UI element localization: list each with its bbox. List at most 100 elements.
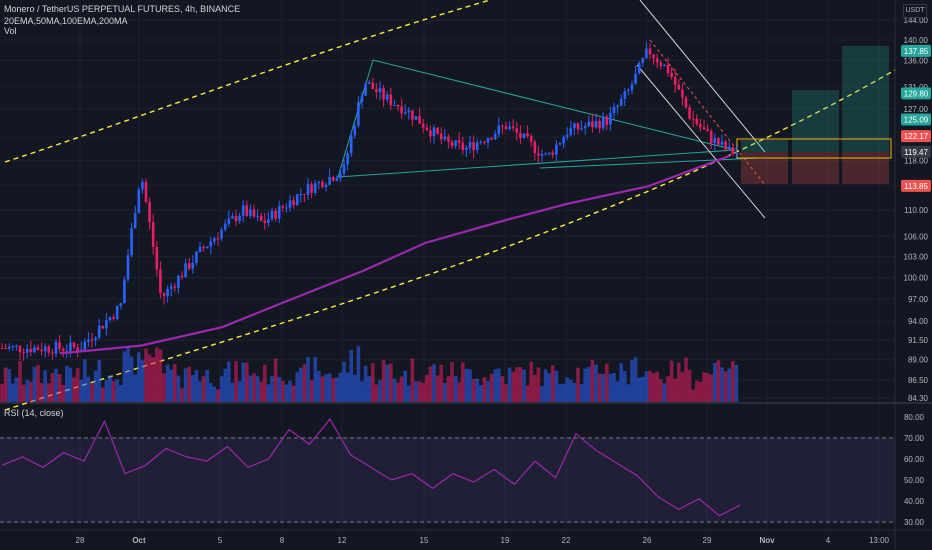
volume-bar bbox=[540, 385, 544, 402]
volume-bar bbox=[299, 367, 303, 402]
volume-bar bbox=[720, 367, 724, 402]
rsi-band bbox=[0, 438, 895, 522]
candle-body bbox=[360, 95, 364, 103]
candle-body bbox=[259, 215, 263, 221]
candle-body bbox=[216, 238, 220, 240]
price-label-2: 125.09 bbox=[904, 115, 929, 124]
volume-bar bbox=[417, 381, 422, 402]
volume-bar bbox=[698, 381, 703, 402]
volume-bar bbox=[306, 356, 310, 402]
volume-bar bbox=[684, 357, 688, 402]
volume-bar bbox=[147, 354, 152, 402]
price-label-bg-2 bbox=[901, 113, 931, 126]
volume-bar bbox=[702, 372, 706, 402]
candle-body bbox=[717, 138, 720, 145]
candle-body bbox=[7, 346, 11, 349]
candle-body bbox=[709, 131, 713, 144]
volume-bar bbox=[360, 381, 364, 402]
volume-bar bbox=[18, 360, 22, 402]
volume-bar bbox=[97, 359, 101, 402]
candle-body bbox=[418, 116, 421, 124]
candle-body bbox=[612, 106, 616, 113]
volume-bar bbox=[32, 366, 37, 402]
price-tick-14: 91.50 bbox=[908, 336, 929, 345]
candle-body bbox=[101, 325, 105, 329]
rsi-line bbox=[1, 418, 741, 517]
volume-bar bbox=[385, 364, 389, 402]
volume-bar bbox=[705, 372, 710, 402]
volume-bar bbox=[655, 371, 659, 402]
time-axis[interactable]: 28 Oct 5 8 12 15 19 22 26 29 Nov 4 13:00 bbox=[76, 536, 890, 545]
candle-body bbox=[18, 345, 22, 353]
candle-body bbox=[123, 279, 126, 304]
volume-bar bbox=[144, 348, 148, 402]
volume-bar bbox=[551, 365, 555, 402]
candle-body bbox=[490, 138, 493, 140]
volume-bar bbox=[173, 364, 177, 402]
rsi-tick-4: 40.00 bbox=[904, 497, 925, 506]
volume-bar bbox=[122, 351, 127, 402]
candle-body bbox=[598, 121, 601, 129]
price-tick-9: 106.00 bbox=[904, 232, 929, 241]
rsi-label[interactable]: RSI (14, close) bbox=[4, 408, 64, 418]
candle-body bbox=[22, 352, 25, 354]
volume-bar bbox=[677, 362, 681, 402]
candle-body bbox=[321, 181, 324, 188]
volume-bar bbox=[104, 379, 109, 402]
candle-body bbox=[205, 246, 209, 249]
candle-body bbox=[479, 141, 483, 143]
candle-body bbox=[537, 153, 540, 156]
candle-body bbox=[619, 98, 623, 106]
time-tick-1: Oct bbox=[132, 536, 146, 545]
price-tick-13: 94.00 bbox=[908, 317, 929, 326]
candle-body bbox=[267, 219, 270, 224]
candle-body bbox=[234, 215, 238, 221]
volume-bar bbox=[183, 368, 188, 402]
time-tick-12: 13:00 bbox=[869, 536, 890, 545]
price-tick-16: 86.50 bbox=[908, 376, 929, 385]
volume-bar bbox=[543, 369, 548, 402]
volume-bar bbox=[313, 356, 317, 402]
volume-bar bbox=[522, 369, 526, 402]
chart-title[interactable]: Monero / TetherUS PERPETUAL FUTURES, 4h,… bbox=[4, 4, 241, 14]
price-label-3: 122.17 bbox=[904, 132, 929, 141]
volume-bar bbox=[68, 367, 73, 402]
candle-body bbox=[414, 116, 418, 120]
candle-body bbox=[436, 127, 439, 134]
candle-body bbox=[659, 62, 663, 67]
volume-bar bbox=[529, 361, 533, 402]
volume-bar bbox=[432, 364, 436, 402]
candle-body bbox=[173, 286, 177, 288]
price-label-bg-0 bbox=[901, 44, 931, 57]
volume-bar bbox=[443, 382, 447, 402]
volume-bar bbox=[558, 384, 562, 402]
volume-bar bbox=[25, 380, 29, 402]
volume-bar bbox=[252, 373, 256, 402]
channel-upper-line bbox=[4, 0, 491, 163]
candle-body bbox=[403, 112, 407, 114]
candle-body bbox=[335, 178, 339, 181]
volume-bar bbox=[378, 379, 382, 402]
candle-body bbox=[238, 215, 241, 221]
volume-bar bbox=[295, 372, 299, 402]
candle-body bbox=[87, 339, 90, 342]
candle-body bbox=[375, 89, 378, 93]
candle-body bbox=[504, 126, 508, 130]
volume-bar bbox=[605, 363, 609, 402]
volume-bar bbox=[50, 372, 55, 402]
time-tick-0: 28 bbox=[76, 536, 85, 545]
candle-body bbox=[389, 94, 393, 106]
candle-body bbox=[645, 48, 648, 58]
candle-body bbox=[457, 140, 461, 143]
volume-bar bbox=[212, 386, 217, 402]
volume-bar bbox=[583, 368, 587, 402]
currency-badge[interactable]: USDT bbox=[903, 4, 927, 18]
rsi-axis[interactable]: 80.00 70.00 60.00 50.00 40.00 30.00 bbox=[904, 413, 925, 527]
volume-bar bbox=[637, 377, 641, 402]
volume-bar bbox=[259, 381, 263, 402]
indicator-list[interactable]: 20EMA,50MA,100EMA,200MA bbox=[4, 16, 128, 26]
time-tick-2: 5 bbox=[218, 536, 223, 545]
candle-body bbox=[105, 320, 108, 329]
volume-label[interactable]: Vol bbox=[4, 26, 17, 36]
